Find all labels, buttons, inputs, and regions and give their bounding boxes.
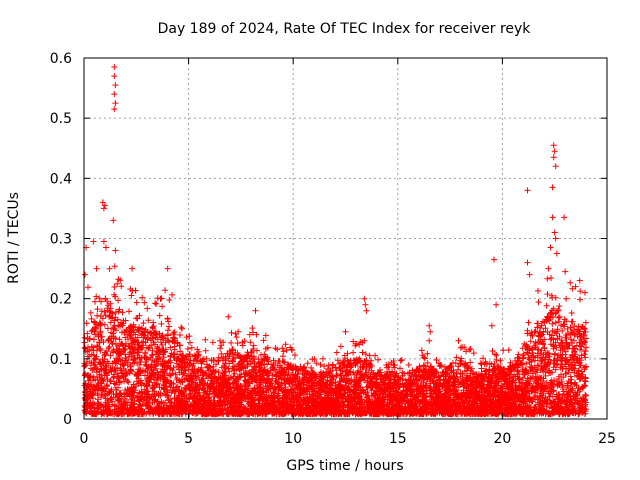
chart-title: Day 189 of 2024, Rate Of TEC Index for r… (158, 21, 532, 37)
data-points (81, 64, 590, 418)
y-axis-label: ROTI / TECUs (6, 192, 22, 284)
y-tick-label: 0 (63, 412, 72, 428)
x-axis-label: GPS time / hours (286, 458, 403, 474)
y-tick-label: 0.5 (50, 111, 72, 127)
x-tick-label: 20 (493, 431, 511, 447)
axis-ticks: 0 5 10 15 20 25 0 0.1 0.2 0.3 0.4 0.5 0.6 (50, 51, 616, 447)
y-tick-label: 0.6 (50, 51, 72, 67)
x-tick-label: 10 (284, 431, 302, 447)
x-tick-label: 0 (80, 431, 89, 447)
x-tick-label: 15 (389, 431, 407, 447)
y-tick-label: 0.4 (50, 171, 72, 187)
y-tick-label: 0.3 (50, 232, 72, 248)
y-tick-label: 0.1 (50, 352, 72, 368)
x-tick-label: 25 (598, 431, 616, 447)
y-tick-label: 0.2 (50, 292, 72, 308)
x-tick-label: 5 (184, 431, 193, 447)
data-point-markers (81, 64, 590, 418)
